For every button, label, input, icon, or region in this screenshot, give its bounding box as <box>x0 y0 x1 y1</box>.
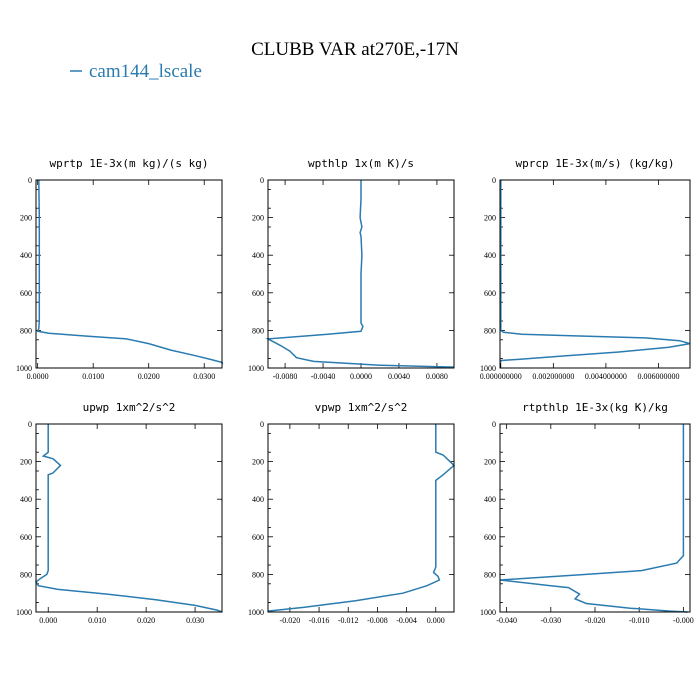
panel-title: rtpthlp 1E-3x(kg K)/kg <box>522 401 668 414</box>
x-tick-label: -0.020 <box>585 616 606 625</box>
panel-5: vpwp 1xm^2/s^2 0 200 400 600 800 1000 -0.020 -0.… <box>248 401 456 625</box>
panel-title: upwp 1xm^2/s^2 <box>83 401 176 414</box>
y-tick-label: 200 <box>20 458 32 467</box>
x-tick-label: 0.000 <box>39 616 57 625</box>
x-tick-label: 0.002000000 <box>532 372 574 381</box>
x-tick-label: 0.000000000 <box>480 372 522 381</box>
x-tick-label: -0.030 <box>540 616 561 625</box>
y-tick-label: 400 <box>20 495 32 504</box>
y-tick-label: 0 <box>28 176 32 185</box>
y-tick-label: 200 <box>252 458 264 467</box>
x-tick-label: 0.0100 <box>82 372 104 381</box>
x-tick-label: -0.012 <box>338 616 359 625</box>
x-tick-label: -0.008 <box>367 616 388 625</box>
panel-3: wprcp 1E-3x(m/s) (kg/kg) 0 200 400 600 800 100… <box>480 157 691 381</box>
y-tick-label: 1000 <box>248 364 264 373</box>
series-line <box>265 180 455 368</box>
y-tick-label: 1000 <box>480 364 496 373</box>
panel-2: wpthlp 1x(m K)/s 0 200 400 600 800 1000 -0.0080… <box>248 157 455 381</box>
y-tick-label: 400 <box>252 251 264 260</box>
x-tick-label: -0.004 <box>396 616 417 625</box>
x-tick-label: 0.004000000 <box>585 372 627 381</box>
series-line <box>36 179 224 365</box>
series-line <box>34 424 223 613</box>
y-tick-label: 0 <box>28 420 32 429</box>
x-tick-label: 0.000 <box>427 616 445 625</box>
plot-frame <box>267 423 455 613</box>
x-tick-label: 0.0300 <box>193 372 215 381</box>
y-tick-label: 600 <box>252 533 264 542</box>
x-tick-label: 0.020 <box>137 616 155 625</box>
x-tick-label: 0.0080 <box>426 372 448 381</box>
plot-frame <box>35 179 223 369</box>
y-tick-label: 400 <box>252 495 264 504</box>
panel-4: upwp 1xm^2/s^2 0 200 400 600 800 1000 0.000 0.01… <box>16 401 223 625</box>
x-tick-label: 0.010 <box>88 616 106 625</box>
series-line <box>500 180 691 363</box>
panel-1: wprtp 1E-3x(m kg)/(s kg) 0 200 400 600 800 100… <box>16 157 224 381</box>
x-tick-label: 0.0000 <box>350 372 372 381</box>
y-tick-label: 600 <box>484 533 496 542</box>
figure-title: CLUBB VAR at270E,-17N <box>251 39 459 60</box>
x-tick-label: 0.006000000 <box>637 372 679 381</box>
x-tick-label: 0.0200 <box>138 372 160 381</box>
y-tick-label: 0 <box>260 176 264 185</box>
y-tick-label: 400 <box>484 251 496 260</box>
y-tick-label: 1000 <box>480 608 496 617</box>
y-tick-label: 800 <box>252 570 264 579</box>
x-tick-label: -0.0080 <box>273 372 298 381</box>
y-tick-label: 600 <box>484 289 496 298</box>
y-tick-label: 200 <box>20 214 32 223</box>
y-tick-label: 0 <box>492 420 496 429</box>
y-tick-label: 1000 <box>16 608 32 617</box>
series-line <box>267 424 456 612</box>
x-tick-label: 0.030 <box>186 616 204 625</box>
x-tick-label: -0.000 <box>673 616 694 625</box>
y-tick-label: 200 <box>252 214 264 223</box>
panel-title: wpthlp 1x(m K)/s <box>308 157 414 170</box>
panel-grid: wprtp 1E-3x(m kg)/(s kg) 0 200 400 600 800 100… <box>16 157 694 625</box>
y-tick-label: 800 <box>484 570 496 579</box>
y-tick-label: 600 <box>252 289 264 298</box>
panel-title: wprtp 1E-3x(m kg)/(s kg) <box>50 157 209 170</box>
legend-label: cam144_lscale <box>89 61 202 82</box>
y-tick-label: 0 <box>260 420 264 429</box>
plot-frame <box>267 179 455 369</box>
x-tick-label: -0.040 <box>496 616 517 625</box>
series-line <box>499 424 688 613</box>
plot-frame <box>499 179 691 369</box>
y-tick-label: 400 <box>20 251 32 260</box>
y-tick-label: 1000 <box>16 364 32 373</box>
y-tick-label: 600 <box>20 533 32 542</box>
y-tick-label: 1000 <box>248 608 264 617</box>
x-tick-label: -0.016 <box>309 616 330 625</box>
plot-frame <box>35 423 223 613</box>
panel-title: vpwp 1xm^2/s^2 <box>315 401 408 414</box>
plot-frame <box>499 423 691 613</box>
x-tick-label: -0.020 <box>280 616 301 625</box>
panel-6: rtpthlp 1E-3x(kg K)/kg02004006008001000-… <box>480 401 694 625</box>
y-tick-label: 200 <box>484 458 496 467</box>
x-tick-label: 0.0000 <box>27 372 49 381</box>
panel-title: wprcp 1E-3x(m/s) (kg/kg) <box>516 157 675 170</box>
x-tick-label: 0.0040 <box>388 372 410 381</box>
y-tick-label: 800 <box>484 326 496 335</box>
x-tick-label: -0.010 <box>629 616 650 625</box>
y-tick-label: 0 <box>492 176 496 185</box>
y-tick-label: 800 <box>20 326 32 335</box>
y-tick-label: 400 <box>484 495 496 504</box>
y-tick-label: 800 <box>20 570 32 579</box>
y-tick-label: 200 <box>484 214 496 223</box>
y-tick-label: 800 <box>252 326 264 335</box>
y-tick-label: 600 <box>20 289 32 298</box>
x-tick-label: -0.0040 <box>311 372 336 381</box>
